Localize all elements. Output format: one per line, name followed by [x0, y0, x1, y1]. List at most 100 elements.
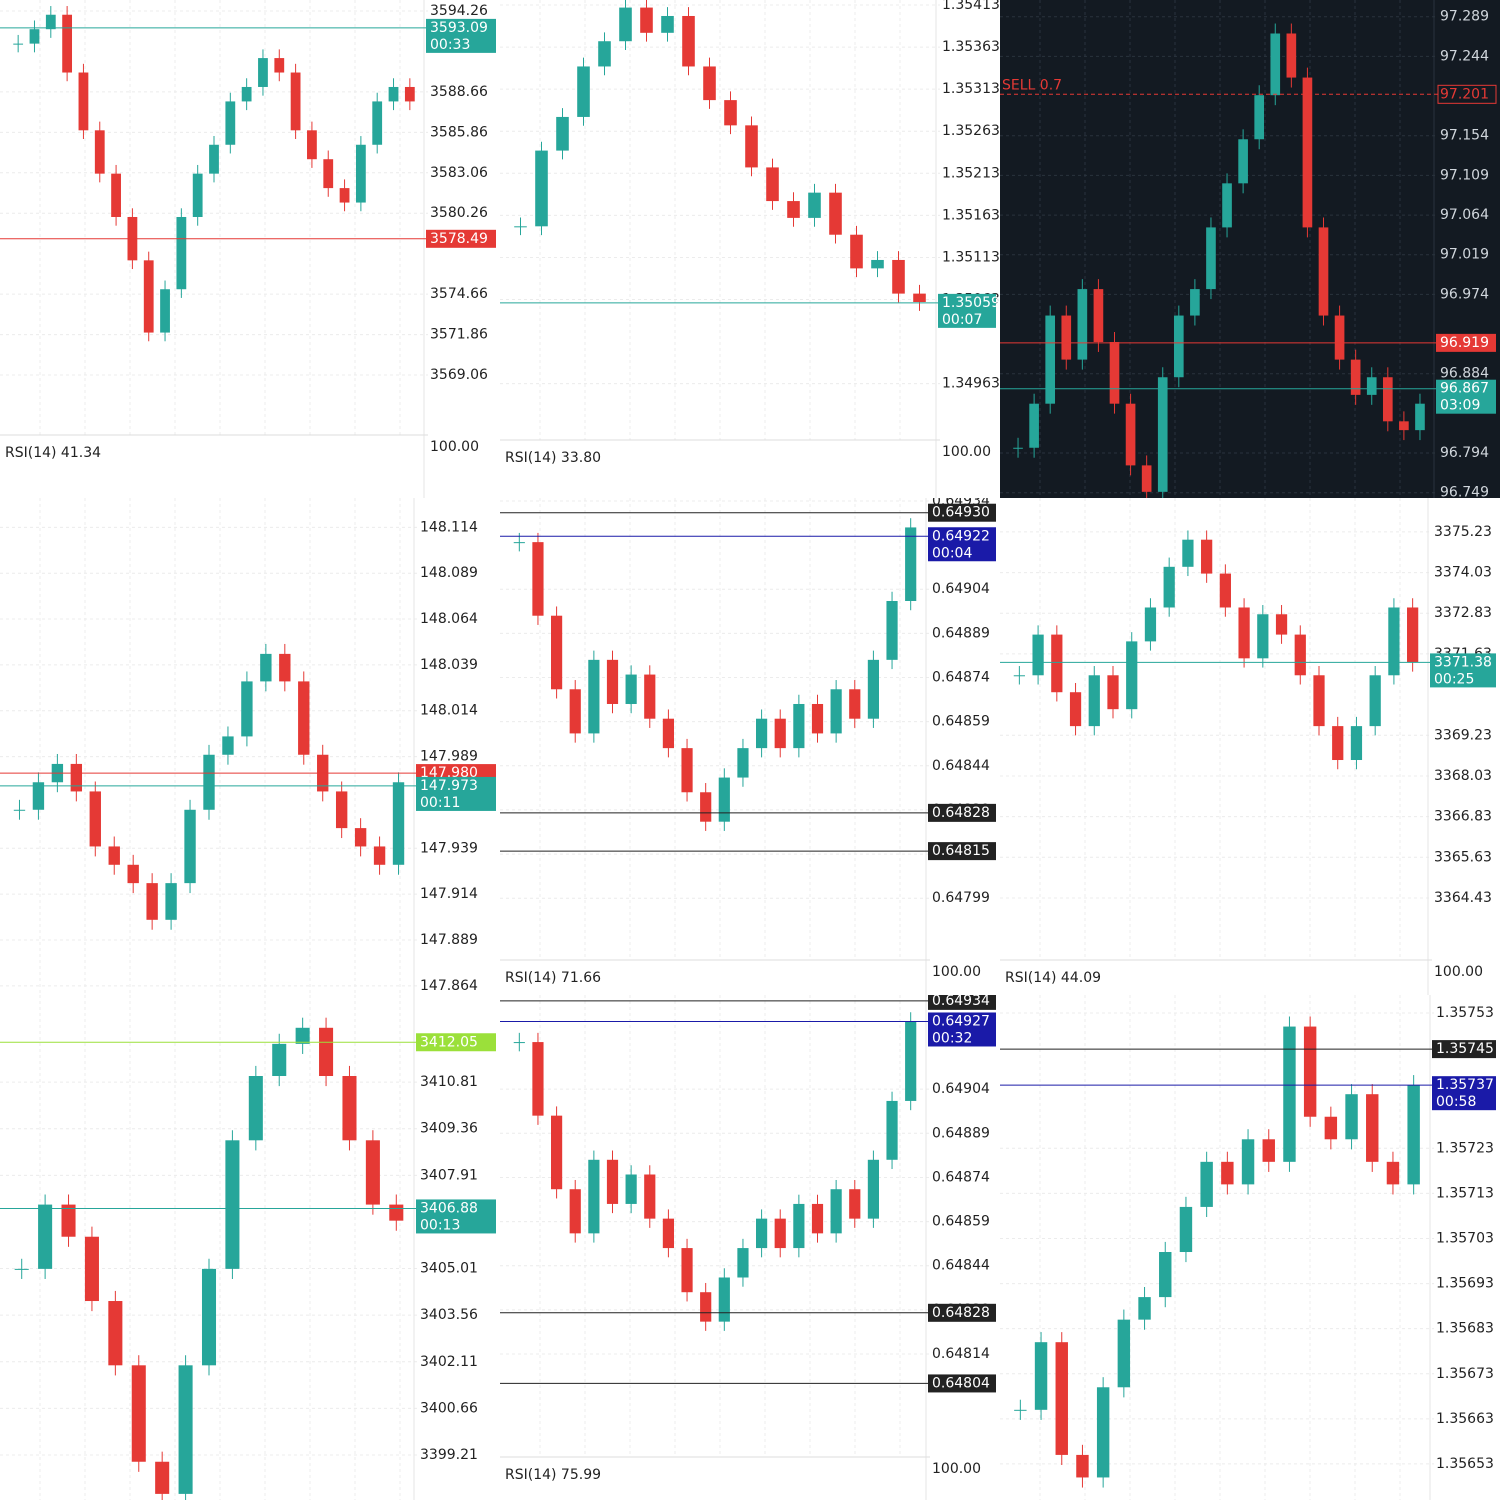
y-tick-label: 3374.03 [1434, 565, 1492, 581]
candle-body [1190, 289, 1200, 316]
price-tag-time: 00:25 [1434, 671, 1474, 687]
candle-body [1157, 377, 1168, 492]
candle-body [1254, 95, 1265, 140]
candle-body [335, 791, 348, 829]
price-tag [416, 1033, 496, 1052]
candle-body [535, 150, 548, 227]
candle-body [388, 86, 399, 102]
y-tick-label: 148.114 [420, 519, 478, 535]
y-tick-label: 3369.23 [1434, 727, 1492, 743]
candle-body [1179, 1206, 1193, 1253]
y-tick-label: 1.35653 [1436, 1456, 1494, 1472]
candle-body [1350, 726, 1363, 761]
candle-body [404, 86, 415, 102]
candle-body [513, 1042, 525, 1044]
y-tick-label: 3400.66 [420, 1400, 478, 1416]
y-tick-label: 3410.81 [420, 1074, 478, 1090]
candle-body [203, 754, 215, 810]
candle-body [1144, 607, 1157, 642]
candle-body [849, 689, 861, 719]
candle-body [867, 1159, 879, 1219]
y-tick-label: 1.35213 [942, 165, 1000, 181]
candle-body [1238, 607, 1250, 659]
y-tick-label: 3580.26 [430, 205, 488, 221]
y-tick-label: 1.35673 [1436, 1366, 1494, 1382]
y-tick-label: 147.864 [420, 978, 478, 994]
candle-body [127, 864, 139, 884]
candle-body [131, 1365, 146, 1462]
candle-body [111, 173, 121, 217]
y-tick-label: 97.289 [1440, 9, 1489, 25]
candle-body [1407, 607, 1419, 663]
y-tick-label: 147.989 [420, 749, 478, 765]
candle-body [1332, 726, 1344, 761]
candle-body [606, 1159, 619, 1204]
candle-body [1415, 403, 1425, 431]
y-tick-label: 3594.26 [430, 3, 488, 19]
y-tick-label: 3405.01 [420, 1261, 478, 1277]
candle-body [811, 703, 824, 734]
background [1000, 995, 1500, 1500]
order-price: 97.201 [1440, 86, 1489, 102]
candle-body [319, 1027, 334, 1077]
candle-body [1303, 1026, 1317, 1117]
candle-body [619, 7, 632, 42]
candle-body [290, 72, 301, 131]
y-tick-label: 148.064 [420, 611, 478, 627]
price-tag-value: 1.35059 [942, 295, 1000, 311]
candle-body [756, 1218, 768, 1249]
y-tick-label: 1.35663 [1436, 1411, 1494, 1427]
price-tag [928, 1012, 996, 1047]
y-tick-label: 96.884 [1440, 366, 1489, 382]
candle-body [1407, 1085, 1420, 1185]
candle-body [1076, 1454, 1089, 1478]
y-tick-label: 1.35683 [1436, 1321, 1494, 1337]
candle-body [644, 674, 656, 719]
rsi-label: RSI(14) 44.09 [1005, 970, 1101, 986]
y-tick-label: 147.939 [420, 840, 478, 856]
candle-body [342, 1076, 357, 1141]
price-tag [1436, 333, 1496, 352]
price-tag-time: 00:07 [942, 312, 982, 328]
candle-body [1294, 634, 1306, 676]
candle-body [532, 1042, 544, 1116]
y-tick-label: 148.039 [420, 657, 478, 673]
price-tag [1432, 1076, 1496, 1111]
background [0, 0, 500, 498]
candle-body [700, 1292, 712, 1322]
order-price-tag [1437, 84, 1497, 104]
candle-body [1055, 1342, 1068, 1455]
y-tick-label: 3368.03 [1434, 768, 1492, 784]
candle-body [1222, 183, 1232, 228]
candle-body [32, 782, 45, 810]
price-tag-time: 00:32 [932, 1030, 972, 1046]
y-tick-label: 0.64874 [932, 670, 990, 686]
candle-body [372, 101, 383, 145]
chart-panel: 1.35413 1.35363 1.35313 1.35263 1.35213 1.351… [500, 0, 1000, 498]
y-tick-label: 1.35693 [1436, 1276, 1494, 1292]
rsi-label: RSI(14) 71.66 [505, 970, 601, 986]
candle-body [1138, 1297, 1151, 1320]
candle-body [1345, 1094, 1358, 1140]
candle-body [241, 86, 252, 102]
y-tick-label: 1.35723 [1436, 1140, 1494, 1156]
y-tick-label: 3407.91 [420, 1167, 478, 1183]
candle-body [1366, 1094, 1379, 1162]
y-tick-label: 3402.11 [420, 1354, 478, 1370]
candle-body [849, 1189, 861, 1219]
y-tick-label: 3375.23 [1434, 524, 1492, 540]
price-tag [426, 229, 496, 248]
candle-body [1270, 33, 1281, 96]
y-tick-label: 3409.36 [420, 1121, 478, 1137]
y-tick-label: 1.35113 [942, 249, 1000, 265]
candle-body [811, 1203, 824, 1234]
candle-body [143, 260, 154, 333]
candle-body [1200, 1161, 1213, 1207]
price-tag-time: 00:04 [932, 545, 972, 561]
price-tag [416, 1199, 496, 1234]
candle-body [225, 1140, 240, 1269]
y-tick-label: 1.35713 [1436, 1185, 1494, 1201]
chart-panel: 148.114 148.089 148.064 148.039 148.014 147.9… [0, 498, 500, 995]
candle-body [569, 1189, 581, 1234]
